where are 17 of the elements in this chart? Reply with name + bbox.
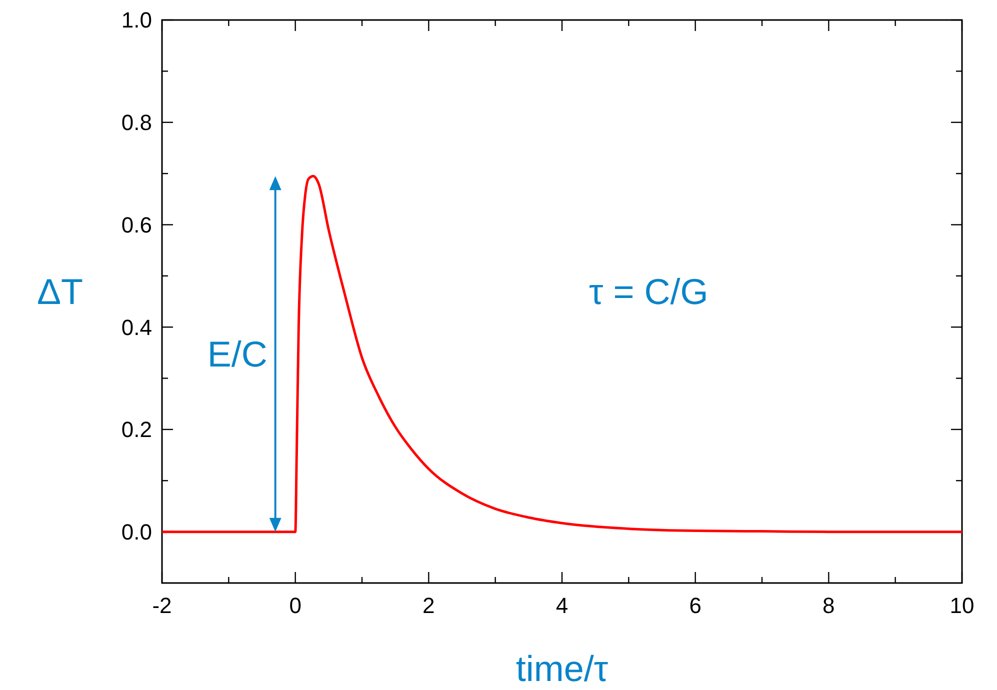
y-tick-label: 1.0 — [121, 8, 152, 33]
annotation: E/C — [207, 334, 268, 375]
x-tick-label: 4 — [556, 593, 568, 618]
y-tick-label: 0.4 — [121, 314, 152, 340]
y-tick-label: 0.6 — [121, 212, 152, 238]
y-tick-label: 0.2 — [121, 417, 152, 442]
x-tick-label: 6 — [689, 593, 702, 618]
x-tick-label: -2 — [152, 593, 172, 618]
y-axis-title: ΔT — [36, 270, 84, 312]
annotation: τ = C/G — [589, 270, 708, 312]
x-axis-title: time/τ — [516, 648, 608, 689]
x-tick-label: 10 — [950, 593, 974, 618]
x-tick-label: 2 — [422, 593, 435, 618]
y-tick-label: 0.0 — [121, 520, 152, 545]
x-tick-label: 0 — [289, 593, 302, 618]
x-tick-label: 8 — [822, 593, 835, 618]
y-tick-label: 0.8 — [121, 110, 152, 136]
